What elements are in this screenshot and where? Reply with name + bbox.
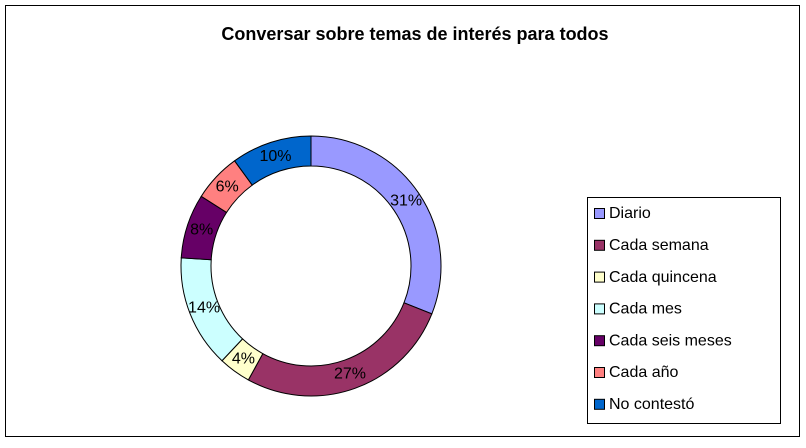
data-label: 8% — [190, 222, 213, 239]
legend-box — [587, 197, 781, 424]
legend-label: Diario — [609, 205, 651, 222]
legend-swatch — [594, 398, 605, 410]
legend-label: Cada mes — [609, 301, 682, 318]
legend-label: Cada seis meses — [609, 332, 732, 349]
donut-segment — [233, 135, 312, 186]
legend-swatch — [594, 208, 605, 219]
data-label: 4% — [232, 350, 255, 367]
legend-label: Cada semana — [609, 237, 709, 254]
data-label: 14% — [188, 300, 220, 317]
legend-swatch — [594, 303, 605, 315]
data-label: 27% — [334, 365, 366, 382]
legend-swatch — [594, 335, 605, 347]
data-label: 31% — [390, 193, 422, 210]
data-label: 10% — [259, 148, 291, 165]
legend-label: Cada año — [609, 364, 678, 381]
chart-title: Conversar sobre temas de interés para to… — [221, 24, 608, 44]
legend-label: Cada quincena — [609, 269, 717, 286]
data-label: 6% — [216, 178, 239, 195]
legend-swatch — [594, 239, 605, 251]
legend-swatch — [594, 367, 605, 378]
legend-swatch — [594, 271, 605, 283]
legend-label: No contestó — [609, 396, 694, 413]
